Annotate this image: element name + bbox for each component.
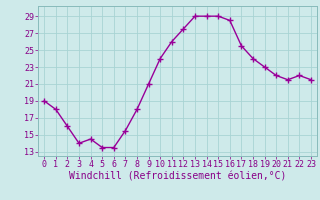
X-axis label: Windchill (Refroidissement éolien,°C): Windchill (Refroidissement éolien,°C) — [69, 172, 286, 182]
